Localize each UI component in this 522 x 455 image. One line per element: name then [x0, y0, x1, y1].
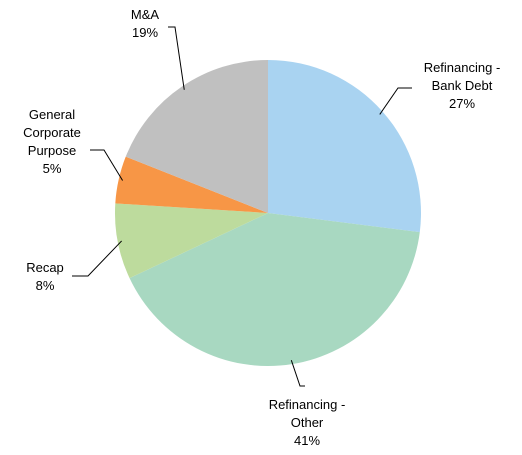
category-label: Refinancing - Other — [268, 397, 346, 430]
slice-label: General Corporate Purpose 5% — [12, 106, 92, 178]
value-label: 5% — [42, 161, 62, 176]
category-label: Recap — [26, 260, 64, 275]
pie-slice — [125, 60, 268, 213]
pie-slice — [268, 60, 421, 233]
slice-label: Refinancing - Other 41% — [257, 396, 357, 450]
category-label: Refinancing - Bank Debt — [423, 60, 501, 93]
pie-slice — [114, 203, 268, 279]
value-label: 8% — [35, 278, 55, 293]
leader-line — [168, 26, 185, 90]
leader-line — [379, 87, 412, 115]
leader-line — [90, 149, 124, 181]
value-label: 27% — [448, 96, 476, 111]
value-label: 41% — [293, 433, 321, 448]
slice-label: Refinancing - Bank Debt 27% — [412, 59, 512, 113]
pie-slice — [115, 156, 268, 213]
category-label: General Corporate Purpose — [23, 107, 81, 158]
leader-line — [290, 360, 305, 387]
slice-label: M&A 19% — [105, 6, 185, 42]
category-label: M&A — [130, 7, 160, 22]
value-label: 19% — [131, 25, 159, 40]
pie-slice — [129, 213, 420, 366]
leader-line — [72, 240, 123, 277]
slice-label: Recap 8% — [10, 259, 80, 295]
